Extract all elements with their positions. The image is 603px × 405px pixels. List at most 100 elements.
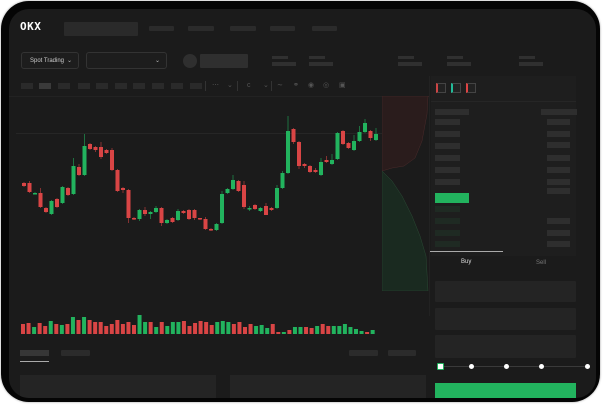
interval-button[interactable] bbox=[190, 83, 202, 89]
okx-logo[interactable]: OKX bbox=[20, 20, 42, 33]
ask-row[interactable] bbox=[435, 119, 460, 125]
bid-row[interactable] bbox=[435, 241, 460, 247]
ask-row[interactable] bbox=[435, 167, 460, 173]
total-input[interactable] bbox=[435, 335, 576, 358]
slider-step-25[interactable] bbox=[469, 364, 474, 369]
tab-buy[interactable]: Buy bbox=[461, 259, 472, 265]
ask-row[interactable] bbox=[435, 131, 460, 137]
volume-bar bbox=[231, 324, 236, 334]
toolbar-divider-line bbox=[9, 96, 429, 97]
candle-body bbox=[165, 220, 169, 223]
fullscreen-icon[interactable]: ▣ bbox=[339, 82, 346, 89]
candle-body bbox=[77, 167, 81, 175]
indicator-icon[interactable]: ϲ bbox=[247, 82, 251, 89]
volume-bar bbox=[237, 322, 242, 334]
bid-row[interactable] bbox=[435, 230, 460, 236]
ask-row[interactable] bbox=[435, 179, 460, 185]
slider-step-50[interactable] bbox=[504, 364, 509, 369]
camera-icon[interactable]: ◉ bbox=[308, 82, 315, 89]
ask-row[interactable] bbox=[435, 143, 460, 149]
candle-body bbox=[148, 212, 153, 214]
candlestick-chart[interactable] bbox=[16, 96, 383, 341]
volume-bar bbox=[26, 323, 31, 334]
market-selector-label: Spot Trading bbox=[30, 58, 65, 64]
volume-bar bbox=[115, 320, 120, 334]
ask-amount bbox=[547, 167, 570, 173]
orderbook-bids-icon[interactable] bbox=[451, 83, 461, 93]
candle-body bbox=[66, 188, 70, 195]
ask-amount bbox=[547, 119, 570, 125]
orderbook-both-icon[interactable] bbox=[436, 83, 446, 93]
chevron-down-icon[interactable]: ⌄ bbox=[227, 82, 233, 89]
nav-item[interactable] bbox=[188, 26, 214, 31]
nav-item[interactable] bbox=[149, 26, 174, 31]
bid-amount bbox=[547, 241, 570, 247]
candle-body bbox=[159, 208, 164, 223]
orders-tab[interactable] bbox=[61, 350, 90, 356]
nav-item[interactable] bbox=[312, 26, 337, 31]
chart-divider bbox=[429, 76, 430, 316]
nav-item[interactable] bbox=[270, 26, 295, 31]
volume-bar bbox=[270, 324, 275, 334]
volume-bar bbox=[215, 322, 220, 334]
volume-bar bbox=[370, 330, 375, 334]
volume-bar bbox=[59, 325, 64, 334]
nav-item[interactable] bbox=[230, 26, 256, 31]
amount-slider-handle[interactable] bbox=[437, 363, 444, 370]
order-book bbox=[431, 76, 577, 256]
slider-step-75[interactable] bbox=[539, 364, 544, 369]
candle-body bbox=[33, 193, 37, 195]
chevron-down-icon[interactable]: ⌄ bbox=[263, 82, 269, 89]
bid-row[interactable] bbox=[435, 206, 460, 212]
volume-bar bbox=[65, 324, 70, 334]
orderbook-asks-icon[interactable] bbox=[466, 83, 476, 93]
candle-body bbox=[137, 210, 142, 219]
candle-body bbox=[27, 183, 32, 192]
line-icon[interactable]: ∼ bbox=[277, 82, 283, 89]
interval-button[interactable] bbox=[152, 83, 164, 89]
volume-bar bbox=[104, 326, 109, 334]
interval-button[interactable] bbox=[78, 83, 90, 89]
settings-icon[interactable]: ◎ bbox=[323, 82, 330, 89]
panel-action[interactable] bbox=[349, 350, 378, 356]
interval-button-active[interactable] bbox=[39, 83, 51, 89]
amount-slider-track[interactable] bbox=[440, 366, 590, 367]
volume-bar bbox=[98, 322, 103, 334]
candle-style-icon[interactable]: ⋯ bbox=[212, 82, 219, 89]
interval-button[interactable] bbox=[133, 83, 145, 89]
market-selector[interactable]: Spot Trading ⌄ bbox=[21, 52, 79, 69]
pair-selector[interactable]: ⌄ bbox=[86, 52, 167, 69]
amount-input[interactable] bbox=[435, 308, 576, 330]
interval-button[interactable] bbox=[96, 83, 108, 89]
candle-body bbox=[176, 211, 180, 220]
interval-button[interactable] bbox=[21, 83, 33, 89]
depth-chart bbox=[382, 96, 430, 291]
volume-bar bbox=[82, 317, 87, 334]
volume-bar bbox=[259, 325, 264, 334]
volume-bar bbox=[320, 324, 325, 334]
bids-depth-area bbox=[382, 170, 429, 291]
candle-body bbox=[71, 166, 76, 194]
orders-tab-active[interactable] bbox=[20, 350, 49, 356]
buy-button[interactable] bbox=[435, 383, 576, 398]
price-input[interactable] bbox=[435, 281, 576, 302]
candle-body bbox=[121, 188, 125, 190]
slider-step-100[interactable] bbox=[585, 364, 590, 369]
bid-row[interactable] bbox=[435, 218, 460, 224]
interval-button[interactable] bbox=[115, 83, 127, 89]
volume-bar bbox=[281, 332, 286, 334]
search-box[interactable] bbox=[64, 22, 138, 36]
interval-button[interactable] bbox=[58, 83, 70, 89]
candle-body bbox=[308, 166, 312, 172]
ask-row[interactable] bbox=[435, 155, 460, 161]
volume-bar bbox=[48, 321, 53, 334]
panel-action[interactable] bbox=[388, 350, 416, 356]
tab-sell[interactable]: Sell bbox=[536, 260, 547, 266]
volume-bar bbox=[187, 326, 192, 334]
stat-label bbox=[272, 56, 288, 59]
candle-body bbox=[319, 162, 323, 175]
interval-button[interactable] bbox=[171, 83, 183, 89]
ruler-icon[interactable]: ⚭ bbox=[293, 82, 299, 89]
last-price[interactable] bbox=[435, 193, 469, 203]
orders-tab-underline bbox=[20, 361, 49, 362]
